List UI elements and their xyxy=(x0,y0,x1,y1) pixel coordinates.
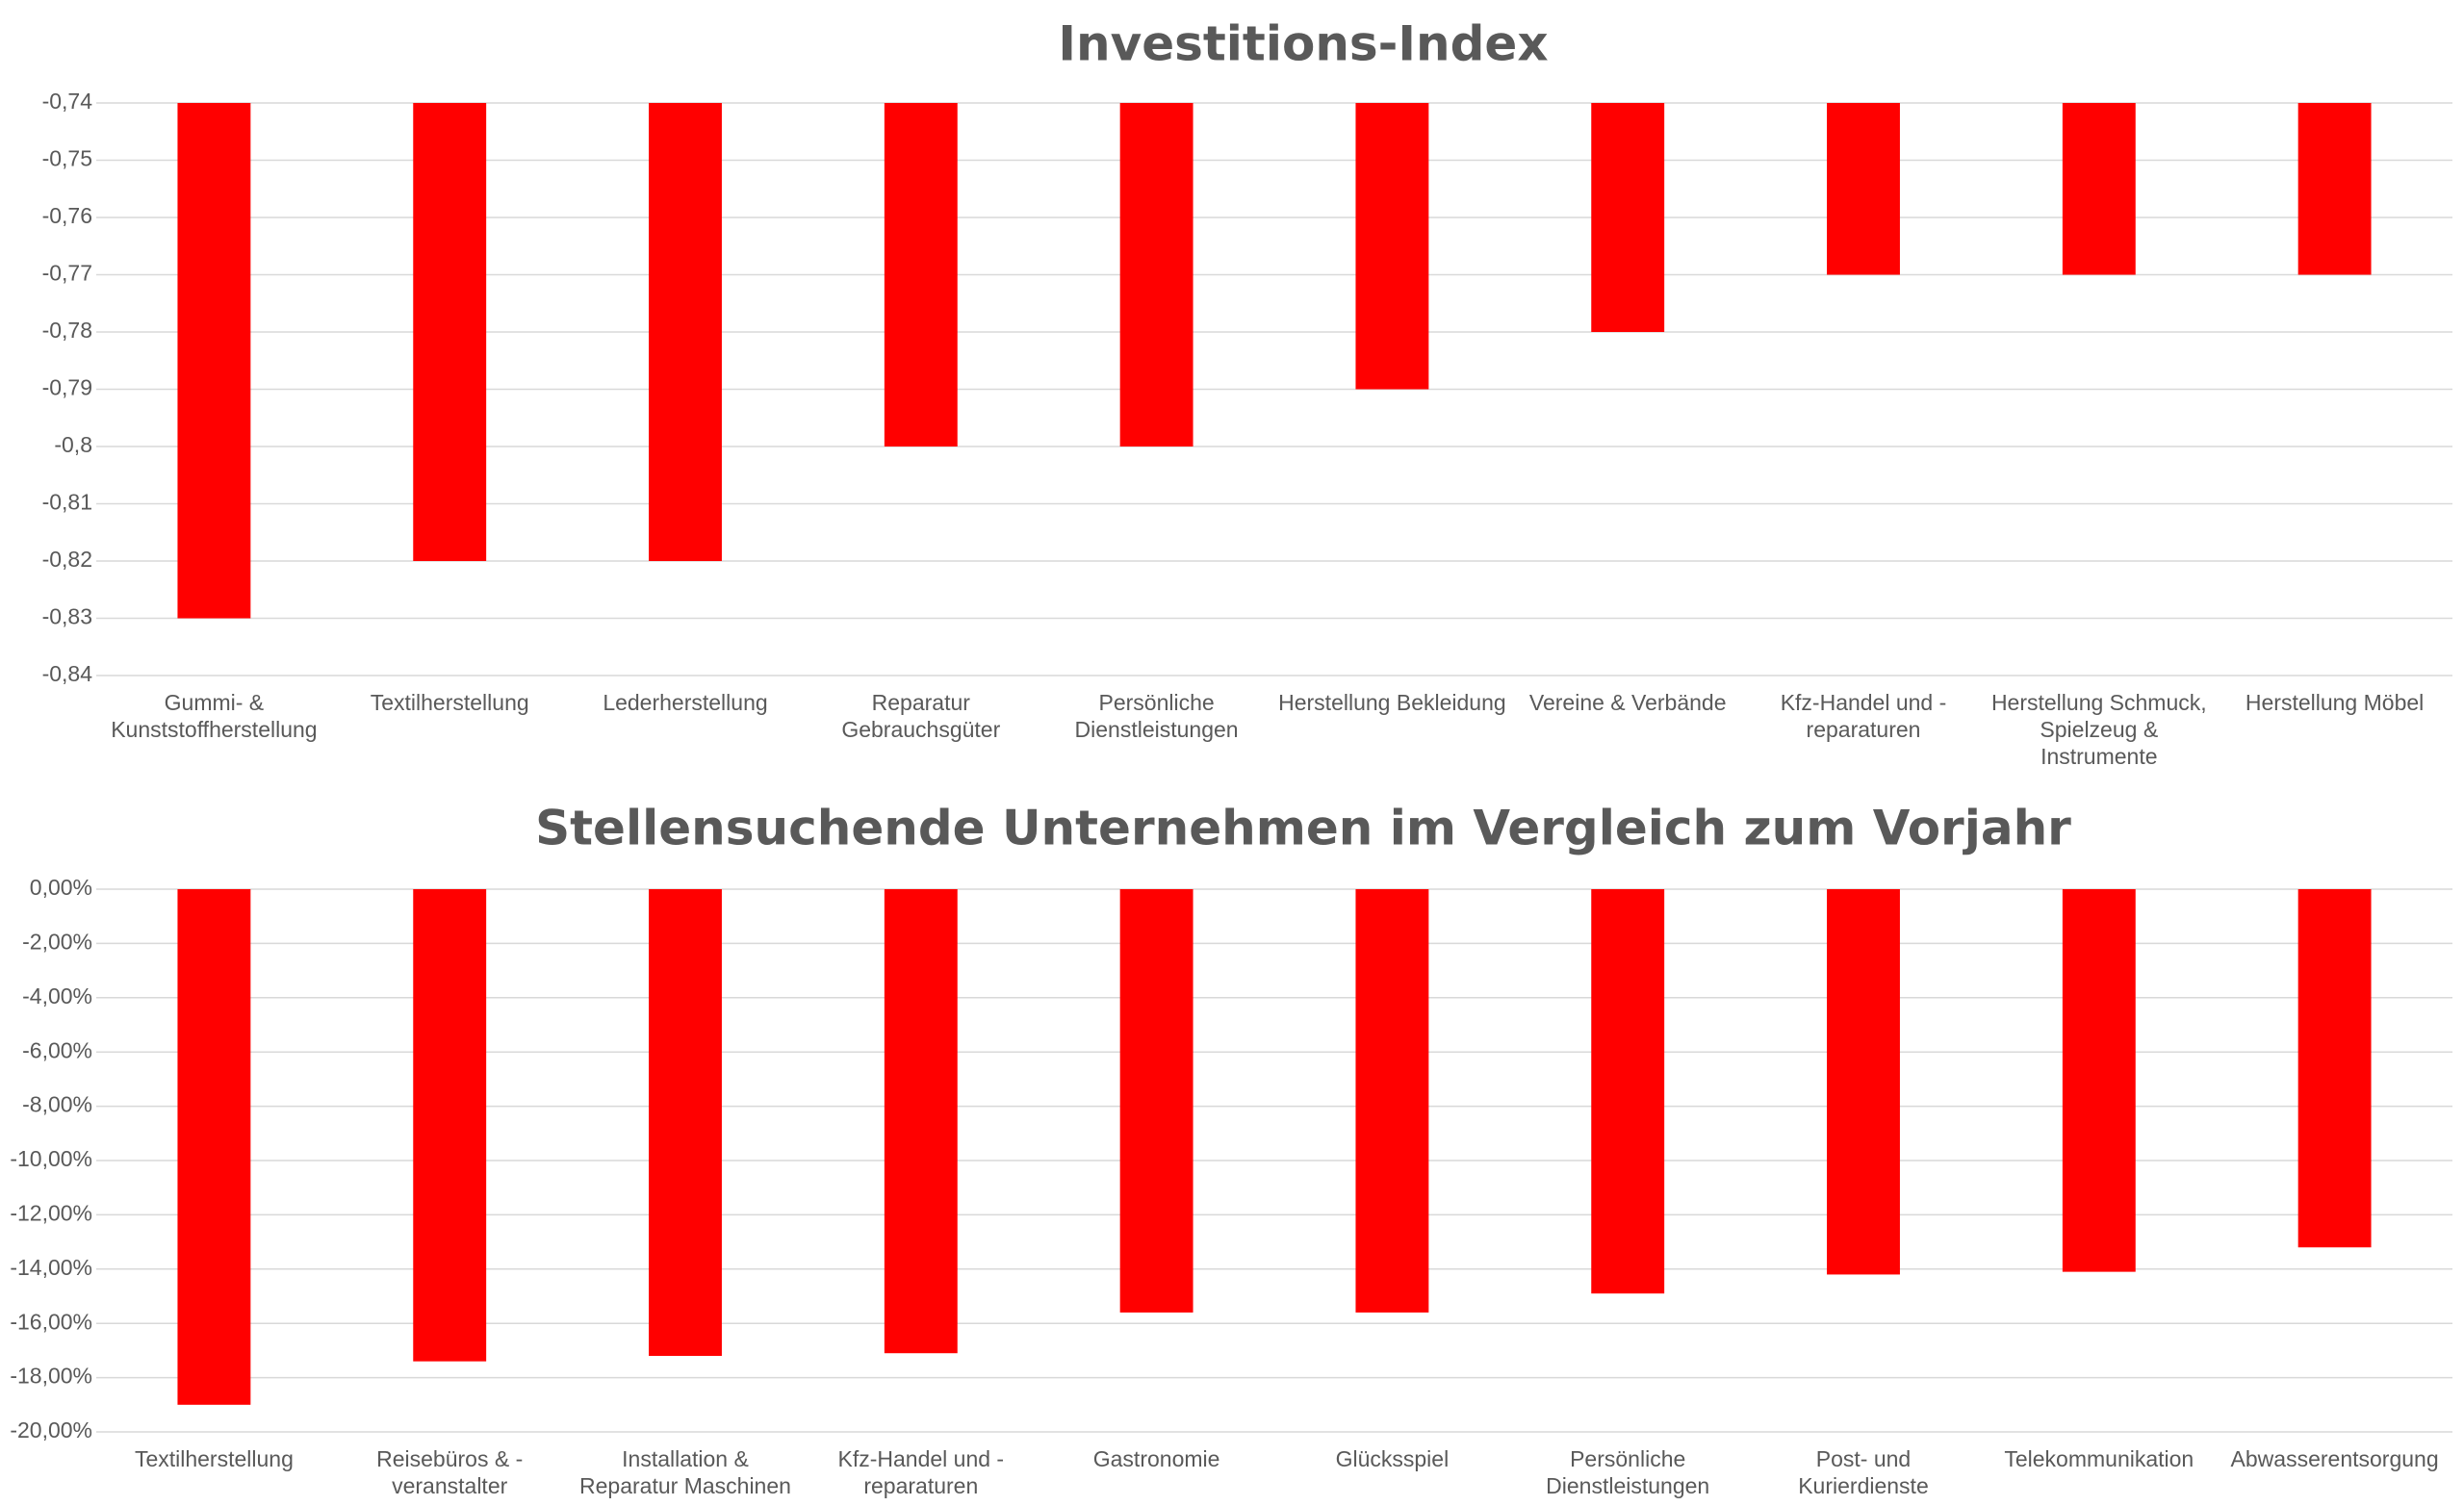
bar xyxy=(177,103,251,619)
y-tick-label: -0,84 xyxy=(42,661,93,686)
bar xyxy=(1355,889,1429,1313)
y-tick-label: -6,00% xyxy=(22,1037,92,1062)
y-tick-label: -8,00% xyxy=(22,1092,92,1117)
x-tick-label: Gummi- & Kunststoffherstellung xyxy=(111,690,318,742)
x-tick-label: Persönliche Dienstleistungen xyxy=(1546,1446,1710,1498)
y-tick-label: -0,75 xyxy=(42,146,92,171)
bar xyxy=(884,889,958,1354)
y-tick-label: -20,00% xyxy=(10,1417,92,1442)
y-tick-label: -12,00% xyxy=(10,1200,92,1225)
y-tick-label: -0,74 xyxy=(42,89,93,114)
x-tick-label: Lederherstellung xyxy=(603,690,768,715)
y-tick-label: -18,00% xyxy=(10,1364,92,1389)
x-tick-label: Glücksspiel xyxy=(1335,1446,1450,1471)
x-tick-label: Herstellung Schmuck, Spielzeug & Instrum… xyxy=(1990,690,2207,769)
bar xyxy=(1119,103,1194,447)
x-tick-label: Herstellung Möbel xyxy=(2245,690,2425,715)
y-tick-label: -0,77 xyxy=(42,261,92,286)
bar xyxy=(2062,889,2136,1272)
bar xyxy=(2297,889,2372,1248)
x-tick-label: Vereine & Verbände xyxy=(1528,690,1727,715)
x-tick-label: Textilherstellung xyxy=(134,1446,294,1471)
y-tick-label: -0,78 xyxy=(42,318,92,343)
x-tick-label: Kfz-Handel und -reparaturen xyxy=(837,1446,1005,1498)
x-tick-label: Post- und Kurierdienste xyxy=(1798,1446,1929,1498)
chart-title: Investitions-Index xyxy=(1058,16,1548,72)
chart-title: Stellensuchende Unternehmen im Vergleich… xyxy=(535,801,2071,856)
x-tick-label: Installation & Reparatur Maschinen xyxy=(579,1446,791,1498)
bar xyxy=(1591,889,1665,1294)
bar xyxy=(649,889,722,1357)
y-tick-label: 0,00% xyxy=(30,875,92,900)
x-tick-label: Herstellung Bekleidung xyxy=(1278,690,1506,715)
bar xyxy=(413,889,487,1362)
y-tick-label: -2,00% xyxy=(22,929,92,954)
x-tick-label: Gastronomie xyxy=(1092,1446,1220,1471)
x-tick-label: Persönliche Dienstleistungen xyxy=(1074,690,1239,742)
y-tick-label: -0,83 xyxy=(42,604,92,629)
bar xyxy=(884,103,958,447)
bar xyxy=(1827,103,1900,275)
bar xyxy=(1591,103,1665,332)
y-tick-label: -0,79 xyxy=(42,375,92,400)
y-tick-label: -16,00% xyxy=(10,1309,92,1334)
y-tick-label: -10,00% xyxy=(10,1146,92,1171)
y-tick-label: -0,82 xyxy=(42,547,92,572)
y-tick-label: -0,81 xyxy=(42,490,92,515)
x-tick-label: Kfz-Handel und -reparaturen xyxy=(1780,690,1947,742)
y-tick-label: -0,8 xyxy=(54,432,92,457)
y-tick-label: -0,76 xyxy=(42,203,92,228)
x-tick-label: Abwasserentsorgung xyxy=(2230,1446,2439,1471)
bar xyxy=(177,889,251,1405)
bar xyxy=(649,103,722,561)
y-tick-label: -14,00% xyxy=(10,1255,92,1280)
x-tick-label: Reisebüros & -veranstalter xyxy=(376,1446,524,1498)
bar xyxy=(2297,103,2372,275)
x-tick-label: Reparatur Gebrauchsgüter xyxy=(841,690,1001,742)
bar xyxy=(1827,889,1900,1275)
bar xyxy=(1355,103,1429,390)
x-tick-label: Textilherstellung xyxy=(370,690,529,715)
bar xyxy=(1119,889,1194,1313)
bar xyxy=(413,103,487,561)
x-tick-label: Telekommunikation xyxy=(2004,1446,2194,1471)
y-tick-label: -4,00% xyxy=(22,983,92,1008)
bar xyxy=(2062,103,2136,275)
